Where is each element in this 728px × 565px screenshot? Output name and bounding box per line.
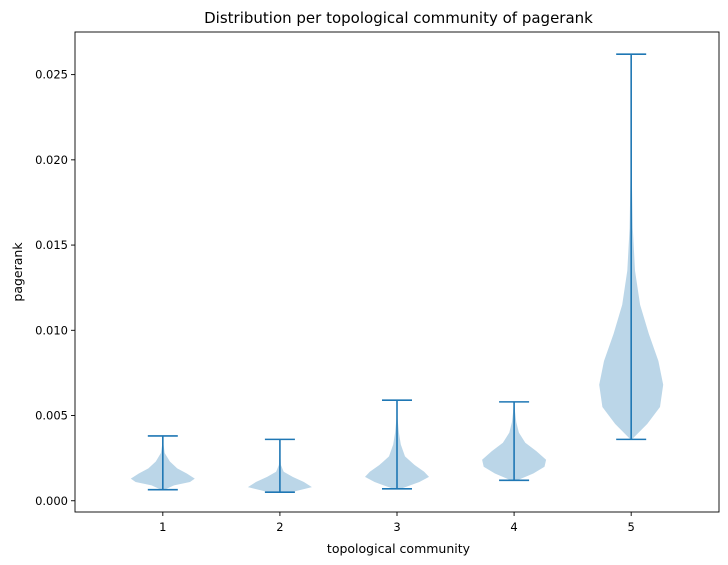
violin-lines-layer [147,53,647,494]
x-tick-label: 3 [393,520,400,534]
x-tick-label: 5 [628,520,635,534]
y-tick-label: 0.020 [35,153,68,167]
y-axis-label: pagerank [10,242,25,302]
y-tick-label: 0.005 [35,409,68,423]
x-tick-label: 2 [276,520,283,534]
x-axis-ticks: 1 2 3 4 5 [159,512,635,534]
chart-title: Distribution per topological community o… [204,9,593,27]
x-tick-label: 4 [510,520,517,534]
y-tick-label: 0.010 [35,323,68,337]
y-tick-label: 0.015 [35,238,68,252]
y-tick-label: 0.000 [35,494,68,508]
x-tick-label: 1 [159,520,166,534]
x-axis-label: topological community [327,541,471,556]
y-axis-ticks: 0.000 0.005 0.010 0.015 0.020 0.025 [35,68,75,508]
y-tick-label: 0.025 [35,68,68,82]
